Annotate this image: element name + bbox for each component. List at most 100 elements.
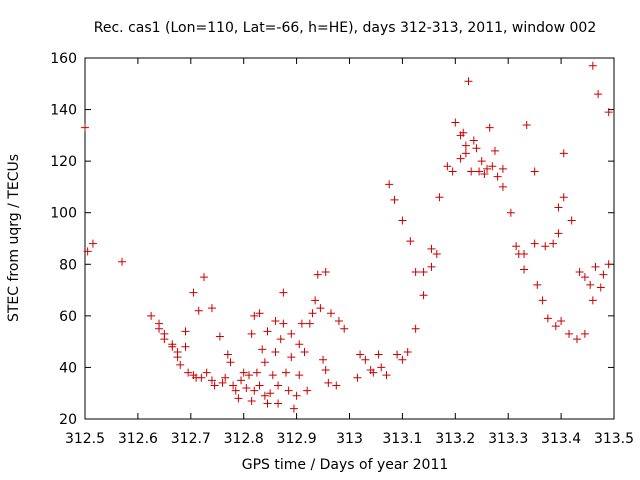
- data-point-marker: [432, 249, 441, 258]
- data-point-marker: [461, 141, 470, 150]
- data-point-marker: [81, 123, 89, 132]
- data-point-marker: [181, 327, 190, 336]
- chart-title: Rec. cas1 (Lon=110, Lat=-66, h=HE), days…: [94, 20, 596, 36]
- data-point-marker: [565, 329, 574, 338]
- data-point-marker: [469, 136, 478, 145]
- data-point-marker: [202, 368, 211, 377]
- data-point-marker: [263, 327, 272, 336]
- data-point-marker: [419, 268, 428, 277]
- data-point-marker: [271, 347, 280, 356]
- data-point-marker: [435, 193, 444, 202]
- data-point-marker: [258, 345, 267, 354]
- data-point-marker: [390, 195, 399, 204]
- data-point-marker: [223, 350, 232, 359]
- data-point-marker: [599, 270, 608, 279]
- data-point-marker: [155, 319, 164, 328]
- data-point-marker: [340, 324, 349, 333]
- data-point-marker: [215, 332, 224, 341]
- data-point-marker: [263, 399, 272, 408]
- data-point-marker: [475, 167, 484, 176]
- data-point-marker: [557, 317, 566, 326]
- data-point-marker: [356, 350, 365, 359]
- data-point-marker: [184, 368, 193, 377]
- data-point-marker: [604, 108, 613, 117]
- data-point-marker: [443, 162, 452, 171]
- data-point-marker: [448, 167, 457, 176]
- data-point-marker: [459, 128, 468, 137]
- x-tick-label: 313.4: [541, 431, 581, 447]
- x-tick-label: 312.9: [277, 431, 317, 447]
- data-point-marker: [580, 329, 589, 338]
- data-point-marker: [451, 118, 460, 127]
- data-point-marker: [250, 386, 259, 395]
- data-point-marker: [580, 273, 589, 282]
- data-point-marker: [559, 149, 568, 158]
- data-point-marker: [541, 242, 550, 251]
- data-point-marker: [427, 244, 436, 253]
- data-point-marker: [247, 396, 256, 405]
- data-point-marker: [207, 304, 216, 313]
- data-point-marker: [596, 283, 605, 292]
- x-tick-label: 313.3: [488, 431, 528, 447]
- data-point-marker: [549, 239, 558, 248]
- x-tick-label: 313: [336, 431, 363, 447]
- data-point-marker: [520, 265, 529, 274]
- data-point-marker: [305, 319, 314, 328]
- data-point-marker: [308, 309, 317, 318]
- data-point-marker: [247, 329, 256, 338]
- data-point-marker: [538, 296, 547, 305]
- data-point-marker: [300, 347, 309, 356]
- data-point-marker: [493, 172, 502, 181]
- data-point-marker: [554, 229, 563, 238]
- data-point-marker: [226, 358, 235, 367]
- data-point-marker: [189, 288, 198, 297]
- data-point-marker: [543, 314, 552, 323]
- data-point-marker: [467, 167, 476, 176]
- data-point-marker: [319, 355, 328, 364]
- data-point-marker: [419, 291, 428, 300]
- data-point-marker: [559, 193, 568, 202]
- data-point-marker: [200, 273, 209, 282]
- data-point-marker: [168, 342, 177, 351]
- data-point-marker: [588, 296, 597, 305]
- data-point-marker: [316, 304, 325, 313]
- data-point-marker: [88, 239, 97, 248]
- data-point-marker: [588, 61, 597, 70]
- data-point-marker: [321, 366, 330, 375]
- data-point-marker: [488, 162, 497, 171]
- plot-frame: [84, 57, 615, 420]
- data-point-marker: [332, 381, 341, 390]
- x-tick-label: 313.1: [382, 431, 422, 447]
- data-point-marker: [530, 167, 539, 176]
- y-tick-label: 120: [50, 154, 77, 170]
- y-tick-label: 100: [50, 206, 77, 222]
- y-tick-label: 140: [50, 103, 77, 119]
- data-point-marker: [369, 368, 378, 377]
- data-point-marker: [313, 270, 322, 279]
- data-point-marker: [353, 373, 362, 382]
- data-point-marker: [506, 208, 515, 217]
- data-point-marker: [498, 182, 507, 191]
- data-point-marker: [239, 368, 248, 377]
- data-point-marker: [289, 404, 298, 413]
- data-points: [81, 61, 613, 413]
- data-point-marker: [551, 322, 560, 331]
- data-point-marker: [83, 247, 92, 256]
- data-point-marker: [382, 371, 391, 380]
- data-point-marker: [406, 237, 415, 246]
- y-tick-label: 60: [59, 309, 77, 325]
- data-point-marker: [229, 381, 238, 390]
- y-tick-label: 40: [59, 360, 77, 376]
- data-point-marker: [242, 384, 251, 393]
- data-point-marker: [176, 360, 185, 369]
- data-point-marker: [231, 386, 240, 395]
- data-point-marker: [572, 335, 581, 344]
- data-point-marker: [147, 311, 156, 320]
- data-point-marker: [221, 373, 230, 382]
- data-point-marker: [266, 389, 275, 398]
- data-point-marker: [377, 363, 386, 372]
- data-point-marker: [520, 249, 529, 258]
- data-point-marker: [210, 381, 219, 390]
- data-point-marker: [326, 309, 335, 318]
